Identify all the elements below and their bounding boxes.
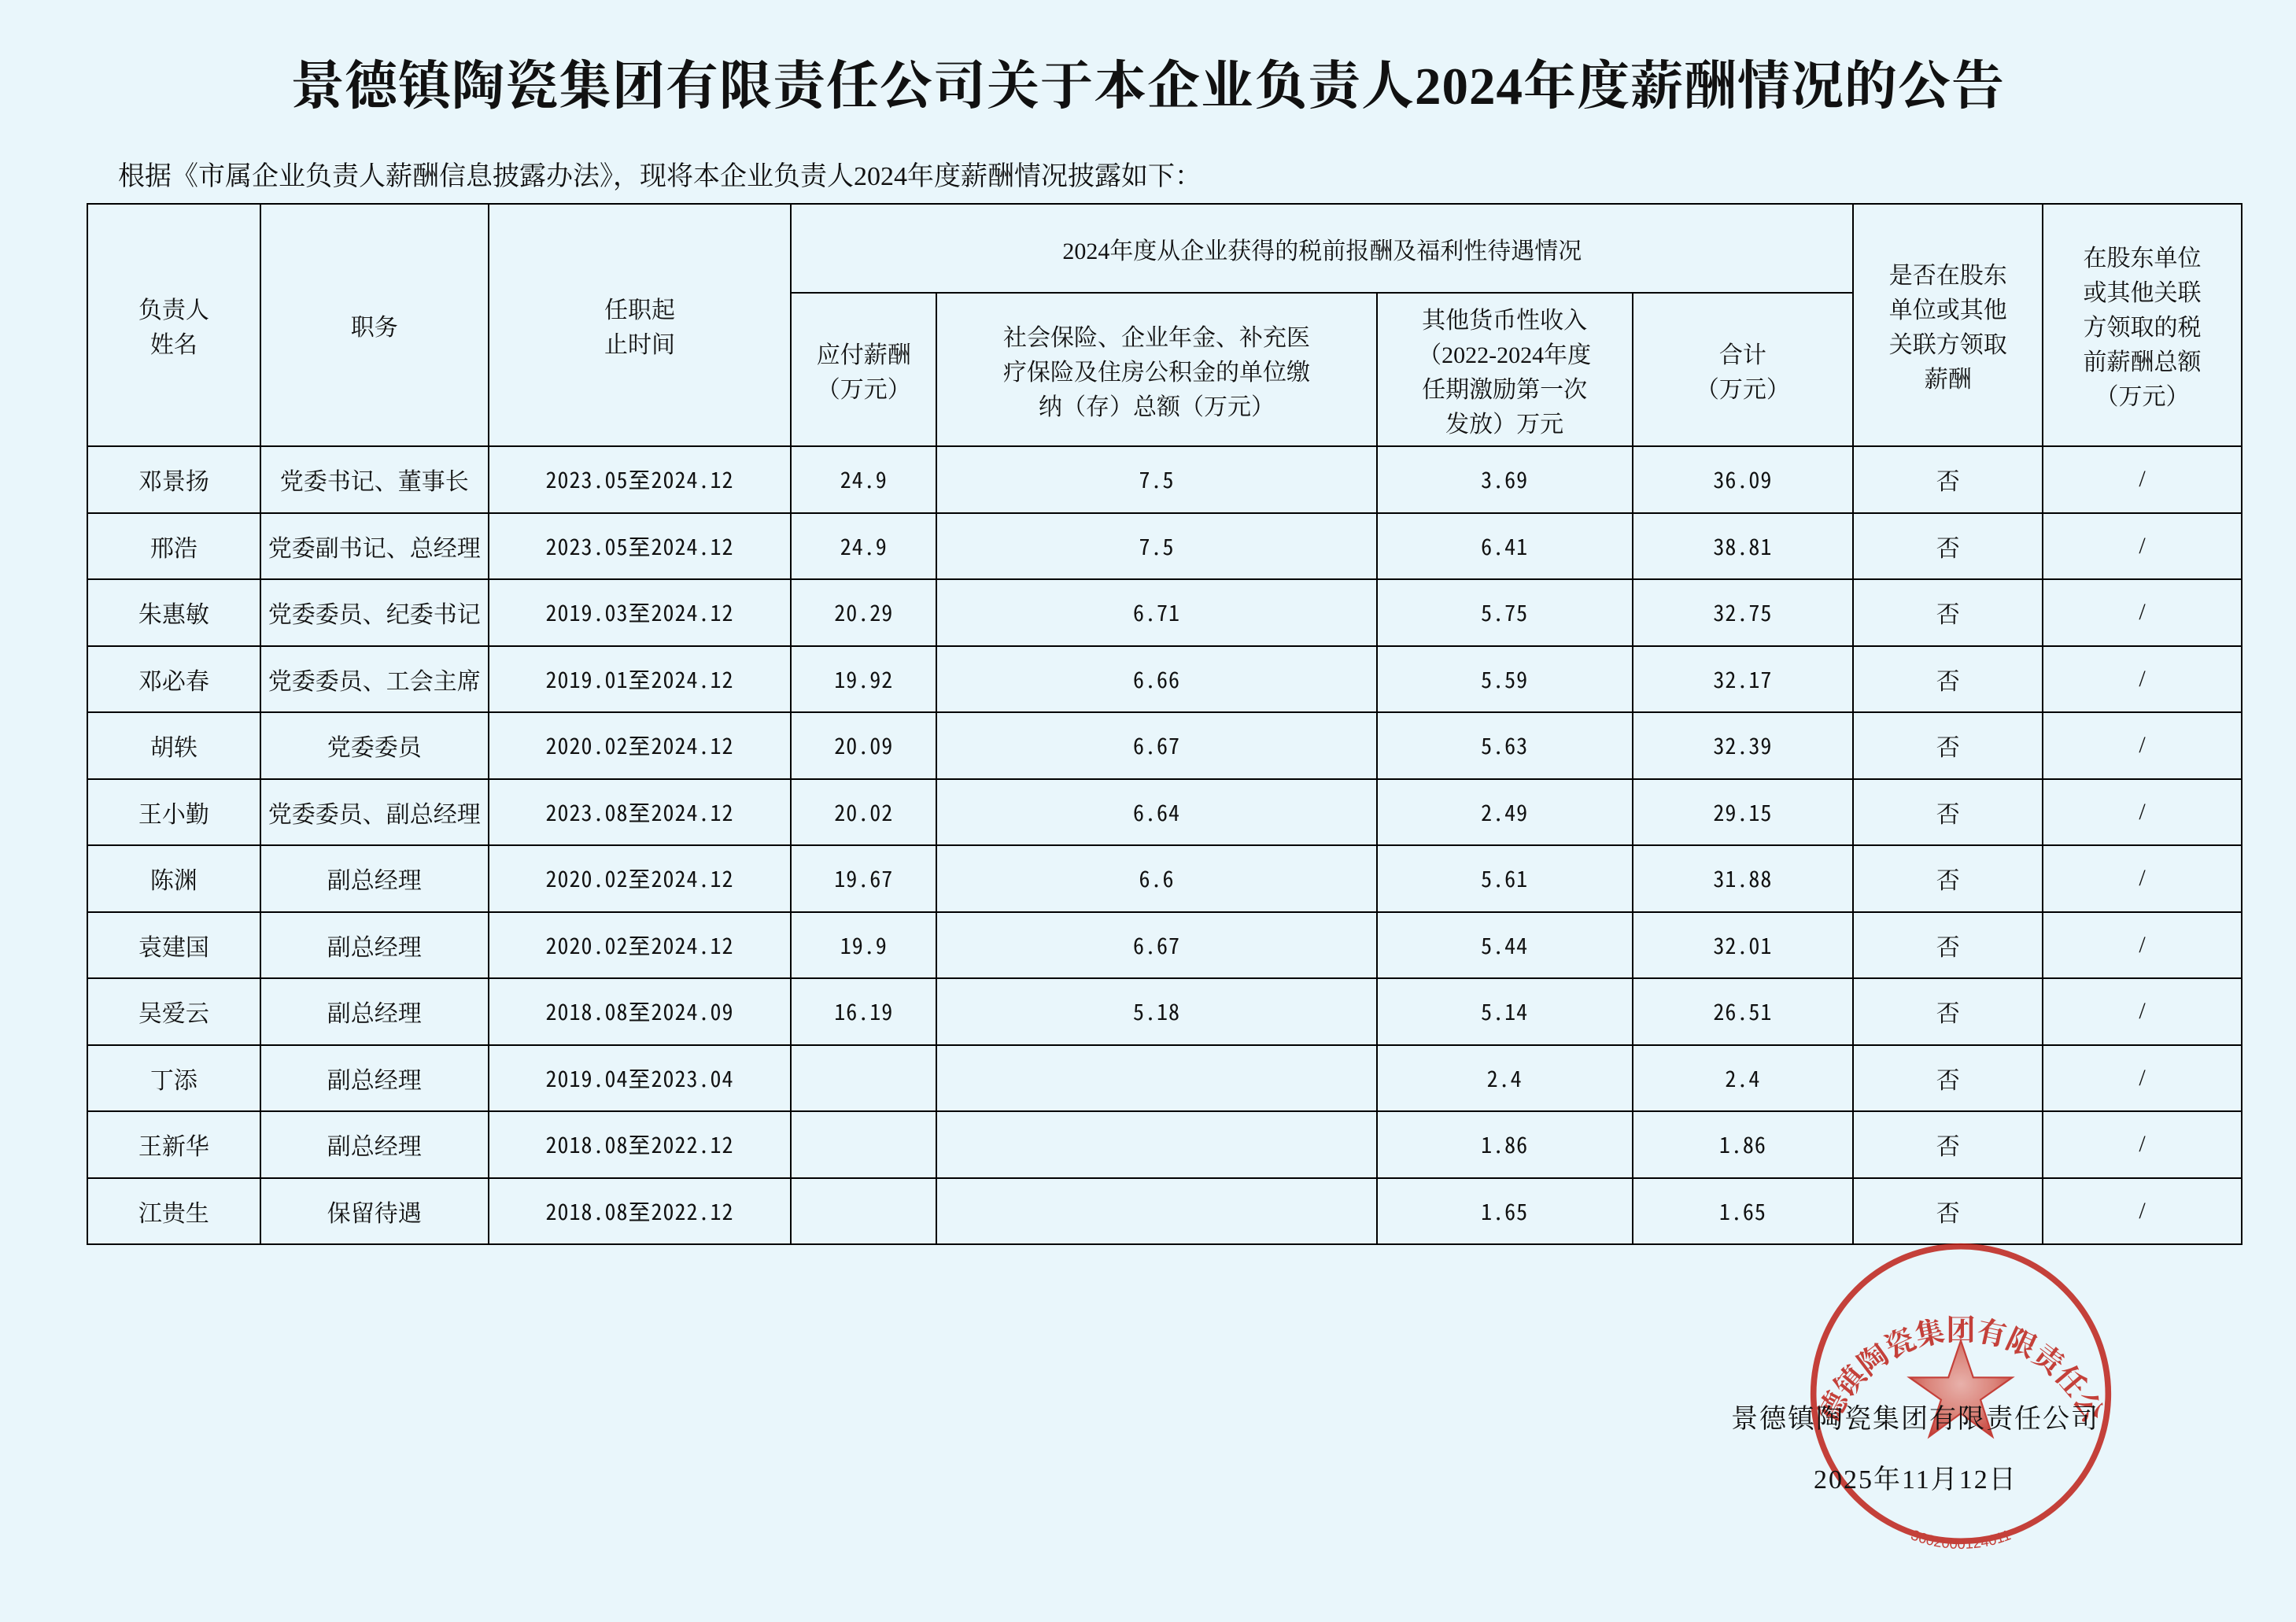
svg-text:3602000124011: 3602000124011 bbox=[1909, 1526, 2013, 1552]
